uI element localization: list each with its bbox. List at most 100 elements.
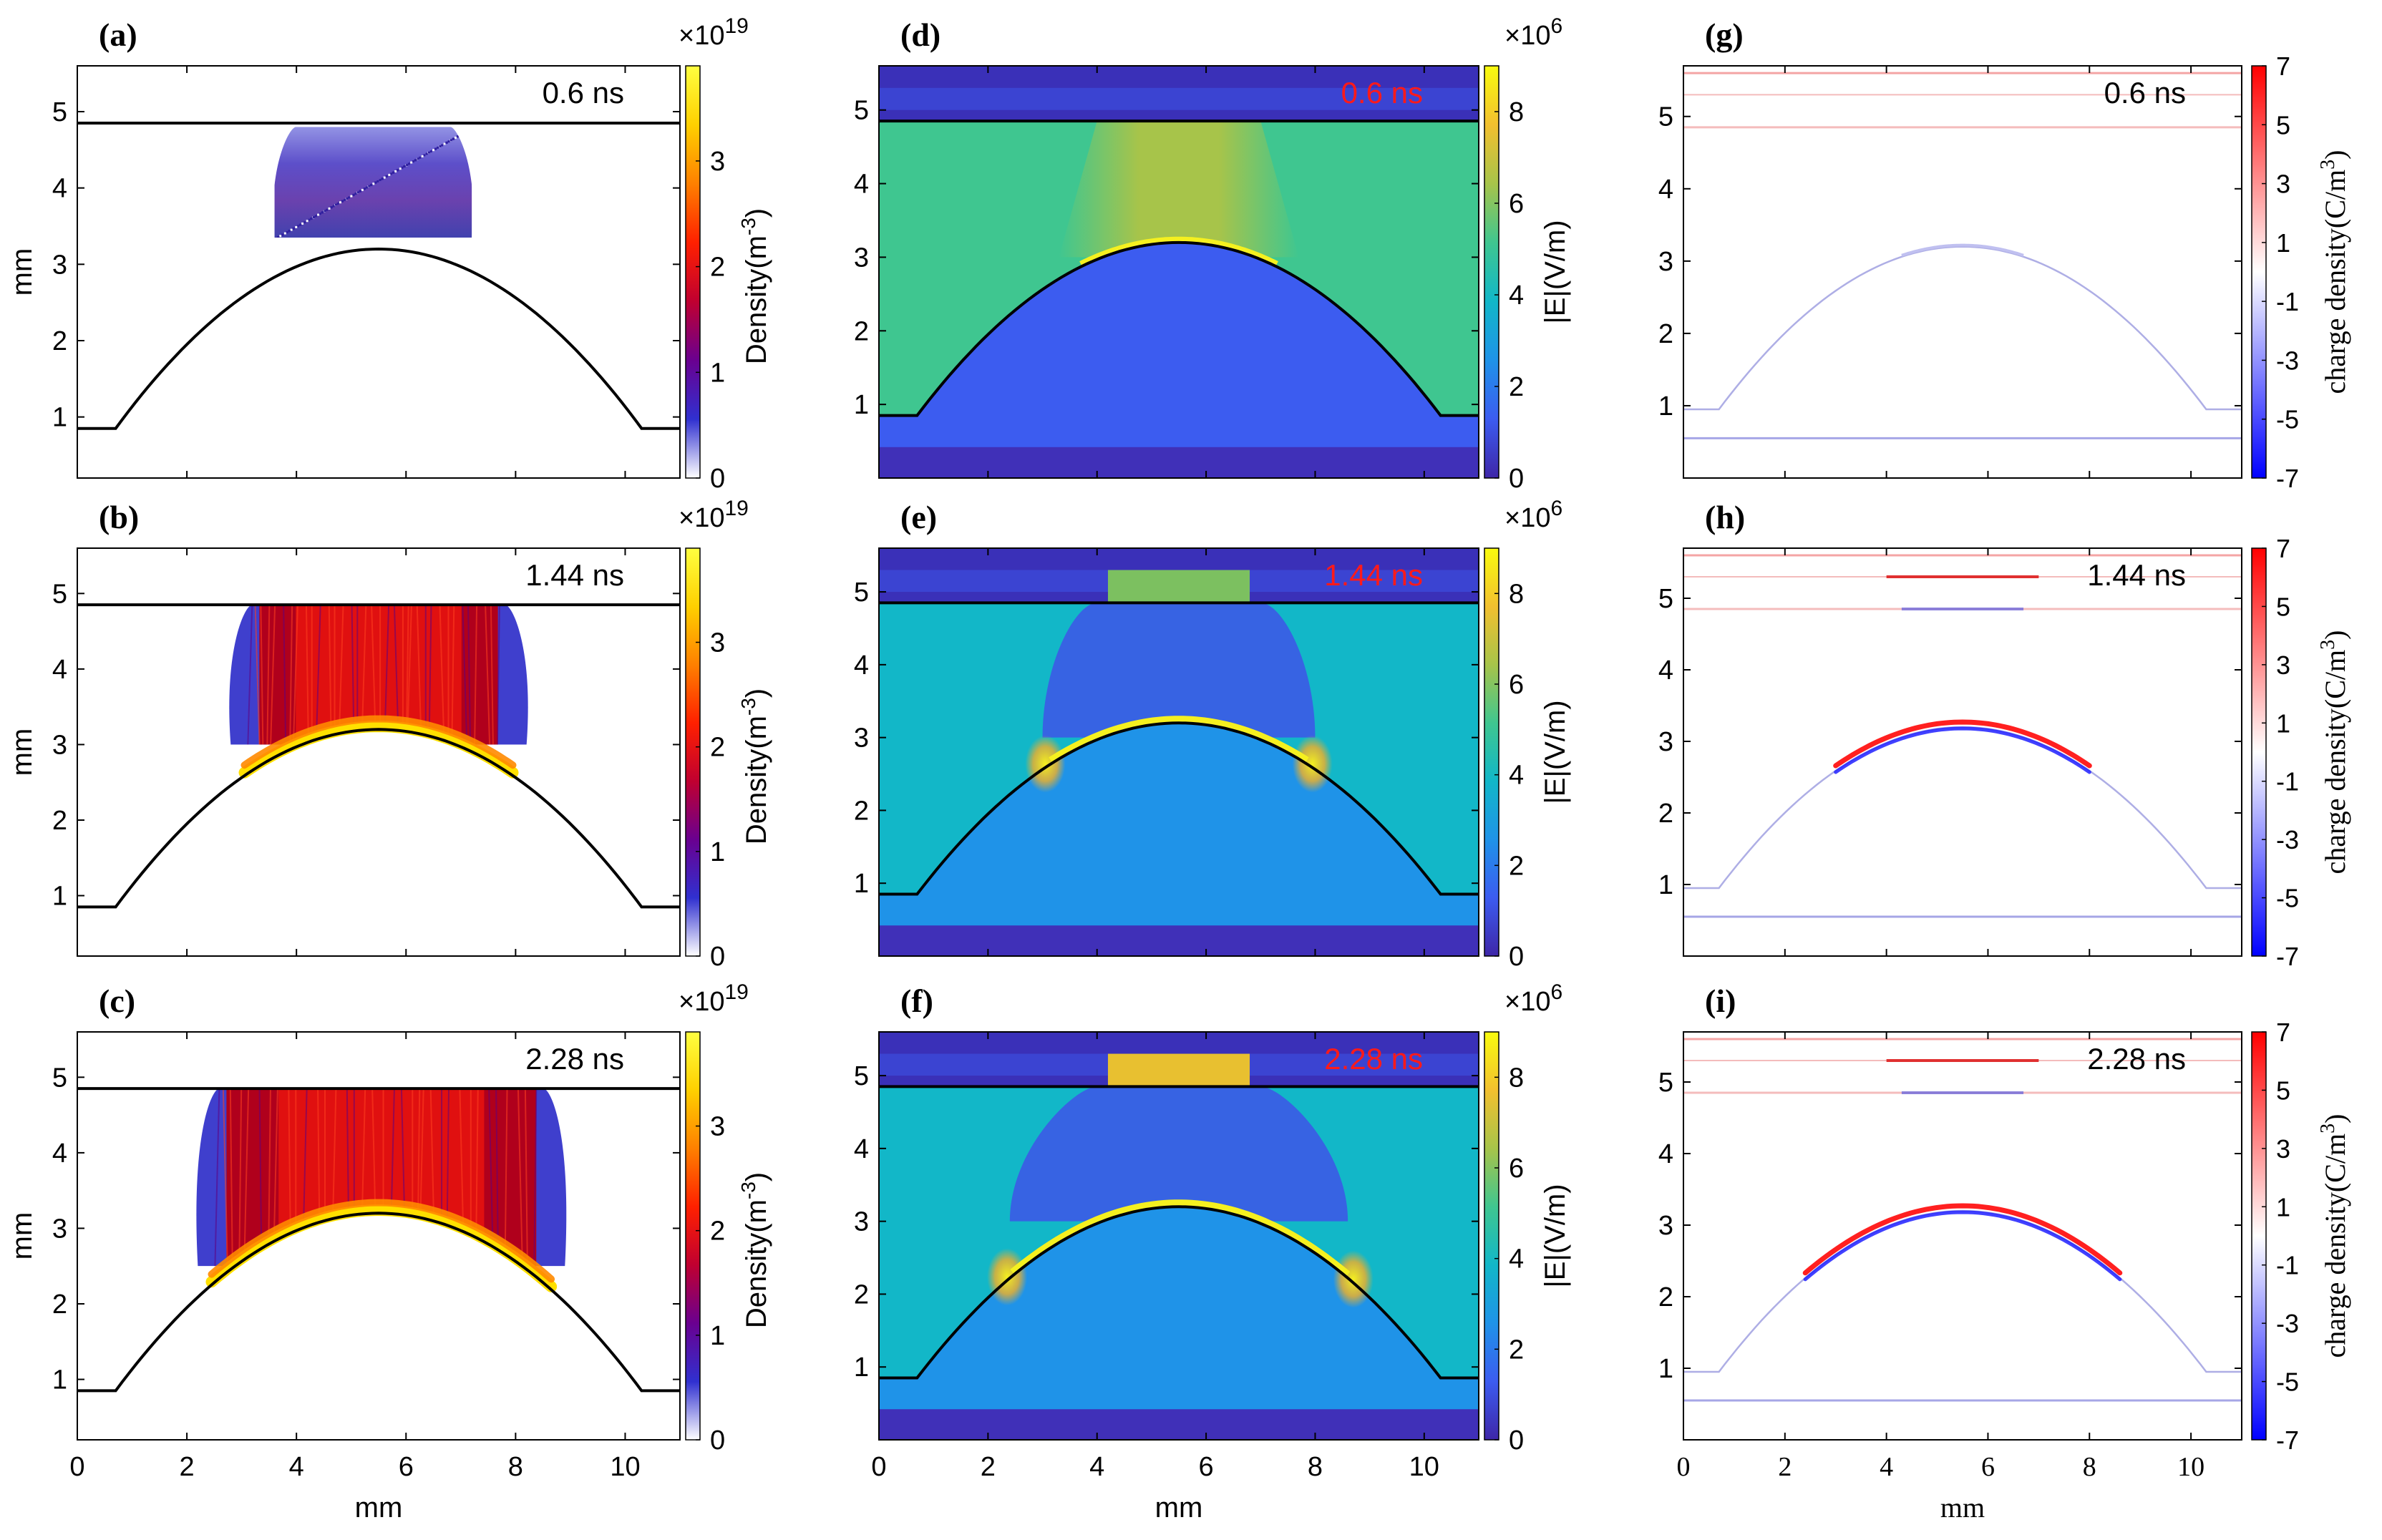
plasma-filament [214, 1088, 220, 1267]
x-tick-label: 2 [981, 1452, 996, 1482]
superscript: 19 [724, 14, 748, 38]
colorbar-tick-label: -7 [2276, 1426, 2299, 1455]
plasma-speckle [414, 159, 417, 162]
plasma-speckle [412, 160, 414, 163]
streamer-surface-layer [205, 1204, 558, 1292]
dielectric-boundary [77, 247, 680, 430]
plasma-filament [467, 605, 472, 745]
plasma-filament [533, 1088, 538, 1267]
charge-plot [1683, 66, 2242, 478]
label-part: ) [741, 1172, 772, 1181]
plasma-speckle [281, 233, 284, 236]
colorbar-tick-label: 2 [1509, 372, 1524, 402]
plasma-filament [266, 605, 271, 745]
dielectric-body [77, 1213, 680, 1440]
plasma-speckle [421, 155, 424, 157]
charge-plot [1683, 548, 2242, 956]
x-tick-label: 6 [1199, 1452, 1214, 1482]
y-tick-label: 2 [854, 316, 869, 346]
plasma-speckle [437, 146, 439, 149]
x-tick-label: 8 [508, 1452, 523, 1482]
colorbar-tick-label: -1 [2276, 767, 2299, 796]
plasma-filament [270, 605, 276, 745]
axes-frame [1683, 547, 2242, 957]
plasma-speckle [299, 223, 302, 226]
plasma-speckle [425, 152, 428, 155]
plasma-shielded-region [1009, 1086, 1348, 1222]
colorbar-tick-label: -3 [2276, 346, 2299, 375]
plasma-speckle [339, 201, 341, 204]
colorbar-tick-label: 5 [2276, 592, 2290, 621]
plasma-speckle [348, 196, 351, 199]
colorbar [1484, 1031, 1499, 1441]
colorbar-tick-label: 6 [1509, 670, 1524, 700]
dielectric-boundary [879, 240, 1479, 417]
colorbar-tick-label: -7 [2276, 464, 2299, 493]
plasma-speckle [399, 167, 402, 170]
plasma-speckle [457, 135, 460, 138]
plasma-speckle [352, 193, 355, 196]
plasma-filament [238, 1088, 243, 1267]
positive-surface-charge [1802, 1203, 2123, 1276]
plasma-speckle [326, 208, 329, 211]
plasma-speckle [321, 211, 324, 214]
plasma-filament [474, 605, 478, 745]
top-layer-band [879, 87, 1479, 110]
x-axis-label: mm [355, 1492, 403, 1524]
label-part: ×10 [679, 987, 724, 1017]
y-tick-label: 4 [1658, 1139, 1673, 1169]
plasma-speckle [313, 215, 316, 218]
plasma-speckle [283, 232, 286, 235]
x-tick-label: 4 [1880, 1452, 1893, 1482]
y-tick-label: 3 [854, 1207, 869, 1237]
top-layer-hotspot [1107, 570, 1250, 603]
plasma-filament [222, 1088, 228, 1267]
plasma-speckle [432, 149, 435, 152]
dome-interior [879, 723, 1479, 956]
colorbar-exponent: ×106 [1504, 14, 1562, 52]
x-tick-label: 8 [2083, 1452, 2096, 1482]
plasma-speckle [319, 213, 321, 215]
colorbar [685, 547, 701, 957]
colorbar-tick-label: 6 [1509, 1154, 1524, 1184]
y-tick-label: 5 [52, 579, 67, 609]
y-tick-label: 5 [52, 1063, 67, 1093]
efield-plot [879, 66, 1479, 478]
y-tick-label: 5 [1658, 584, 1673, 614]
field-column [1059, 121, 1299, 258]
plasma-speckle [397, 169, 399, 172]
label-part: charge density(C/m [2319, 1134, 2351, 1358]
superscript: 19 [724, 497, 748, 520]
plasma-speckle [328, 207, 331, 210]
plasma-filament [462, 605, 468, 745]
plasma-speckle [385, 175, 388, 177]
y-tick-label: 5 [1658, 1068, 1673, 1098]
axes-frame [878, 1031, 1479, 1441]
panel-label: (f) [900, 983, 933, 1019]
y-tick-label: 2 [1658, 319, 1673, 349]
streamer-surface-layer [238, 721, 519, 779]
plasma-speckle [439, 145, 442, 148]
plasma-speckle [292, 227, 295, 230]
y-tick-label: 1 [1658, 1354, 1673, 1384]
colorbar-label: charge density(C/m3) [2317, 150, 2352, 394]
x-tick-label: 0 [871, 1452, 886, 1482]
streamer-head-right [1292, 735, 1333, 793]
x-tick-label: 0 [1677, 1452, 1691, 1482]
y-tick-label: 5 [854, 1061, 869, 1091]
y-tick-label: 4 [52, 174, 67, 204]
streamer-head-left [1025, 735, 1066, 793]
plasma-filament [504, 1088, 508, 1267]
y-tick-label: 1 [52, 1365, 67, 1395]
colorbar-tick-label: 0 [1509, 464, 1524, 494]
charge-plot [1683, 1032, 2242, 1440]
y-tick-label: 1 [52, 882, 67, 912]
y-tick-label: 4 [854, 170, 869, 200]
bottom-layer [879, 1409, 1479, 1440]
y-tick-label: 3 [1658, 1211, 1673, 1241]
x-axis-label: mm [1155, 1492, 1203, 1524]
colorbar-tick-label: 7 [2276, 52, 2290, 81]
colorbar-tick-label: 2 [710, 253, 725, 283]
streamer-head-right [1333, 1250, 1374, 1308]
plasma-speckle [336, 203, 339, 205]
